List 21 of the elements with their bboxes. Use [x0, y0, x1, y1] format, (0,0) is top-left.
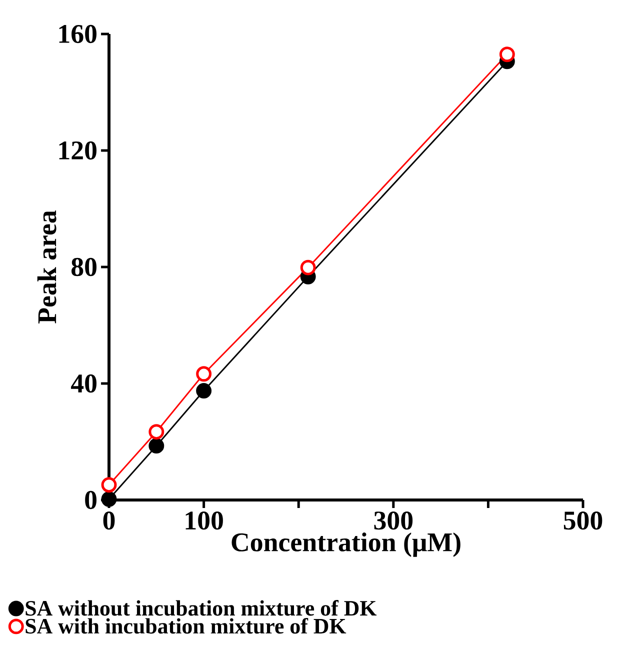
legend-label: SA with incubation mixture of DK — [26, 618, 346, 634]
x-tick-label: 100 — [186, 511, 223, 530]
point — [148, 424, 164, 440]
legend-label: SA without incubation mixture of DK — [26, 600, 377, 616]
point — [101, 477, 117, 493]
point — [300, 260, 316, 276]
x-axis-title: Concentration (μM) — [232, 532, 460, 557]
x-tick-label: 500 — [564, 511, 602, 530]
y-tick-label: 80 — [72, 258, 96, 276]
point — [196, 383, 212, 399]
point — [196, 366, 212, 382]
x-tick-label: 0 — [103, 511, 115, 530]
y-tick-label: 0 — [85, 490, 96, 510]
point — [499, 46, 515, 62]
y-axis-title: Peak area — [37, 210, 56, 324]
y-tick-label: 40 — [70, 374, 96, 393]
x-tick-label: 300 — [374, 511, 413, 530]
point — [101, 491, 117, 507]
y-tick-label: 120 — [59, 141, 96, 160]
point — [148, 438, 164, 454]
y-tick-label: 160 — [59, 24, 96, 44]
